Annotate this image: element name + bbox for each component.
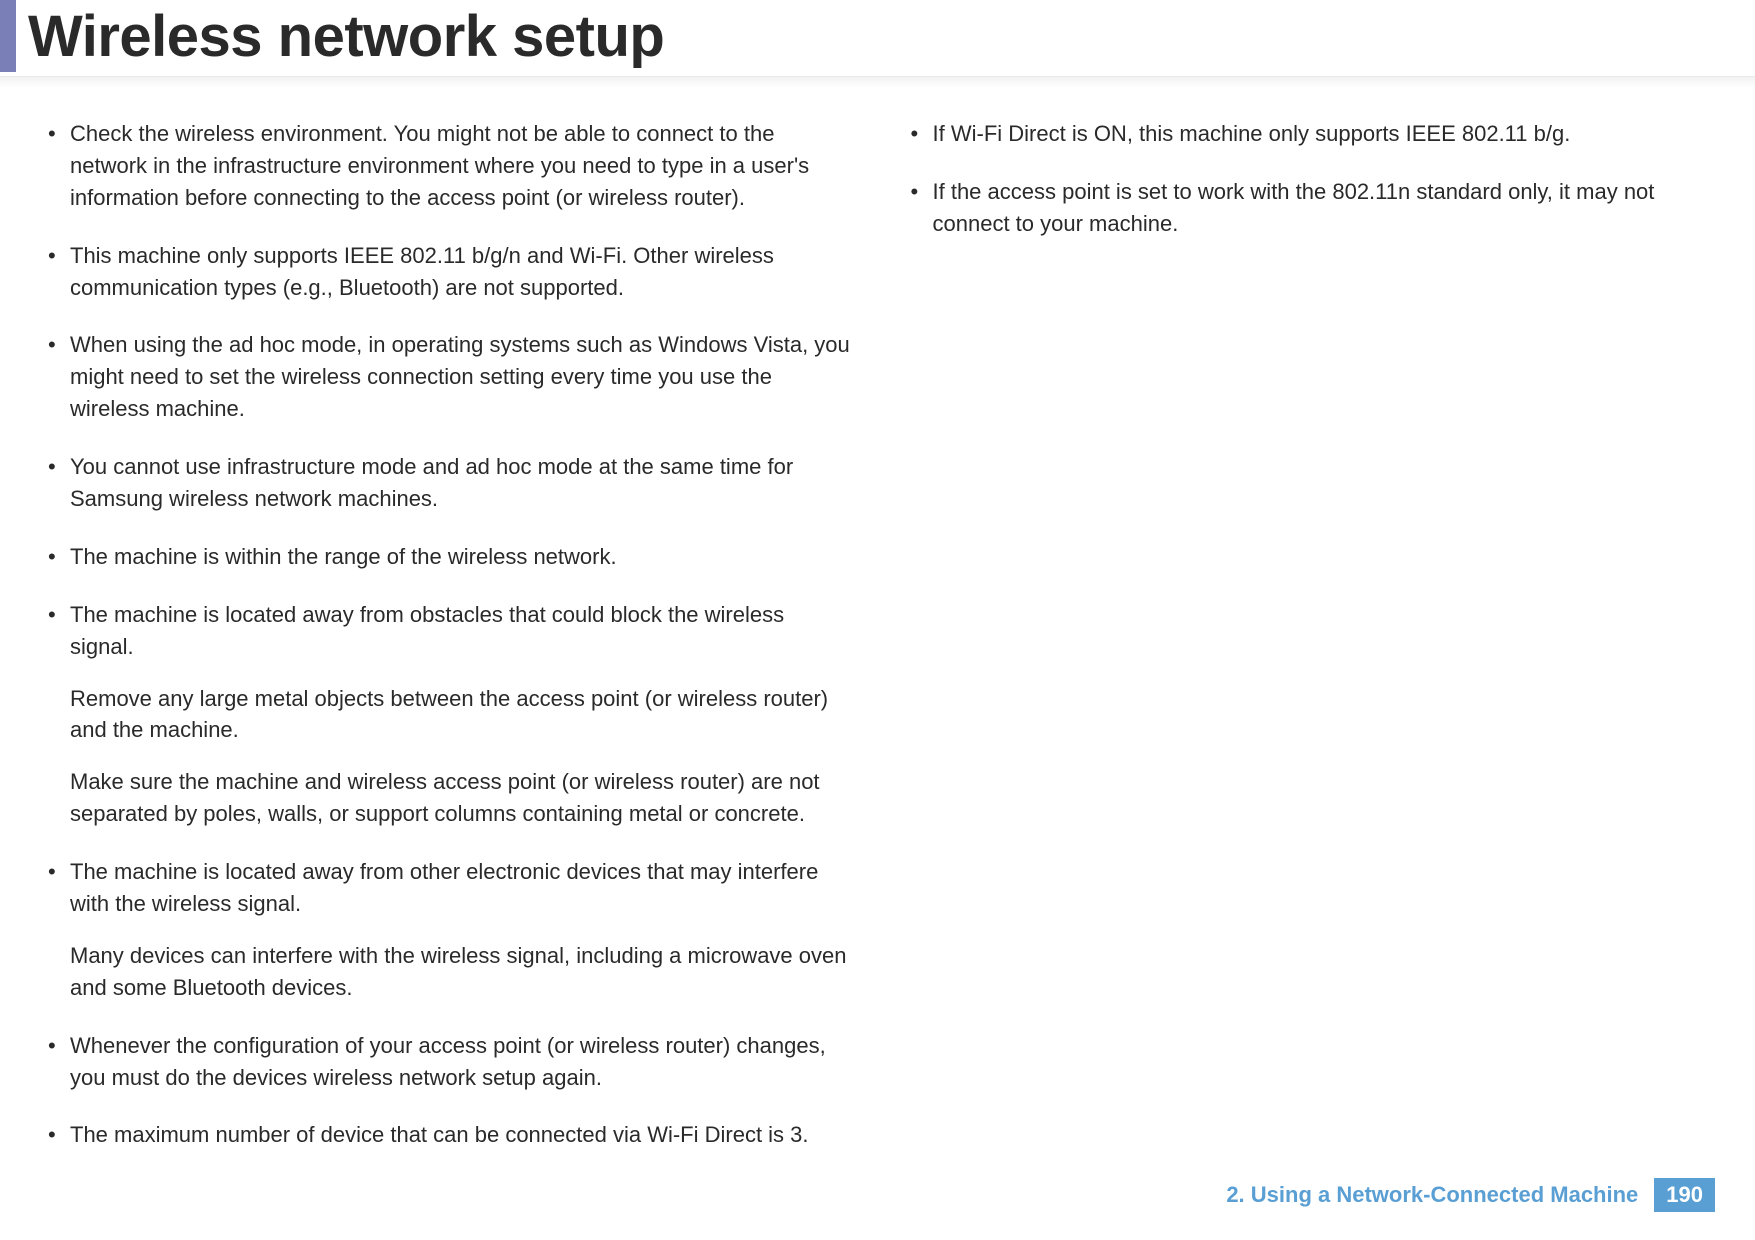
- header-divider: [0, 76, 1755, 88]
- list-item: •If the access point is set to work with…: [903, 176, 1716, 240]
- list-item: •The machine is located away from other …: [40, 856, 853, 1004]
- list-item-text: The machine is located away from other e…: [70, 856, 853, 1004]
- bullet-icon: •: [903, 176, 933, 240]
- accent-block: [0, 0, 16, 72]
- bullet-icon: •: [40, 240, 70, 304]
- list-item-subtext: Many devices can interfere with the wire…: [70, 940, 853, 1004]
- list-item-text: You cannot use infrastructure mode and a…: [70, 451, 853, 515]
- list-item-text: This machine only supports IEEE 802.11 b…: [70, 240, 853, 304]
- list-item-text: Whenever the configuration of your acces…: [70, 1030, 853, 1094]
- list-item: •The maximum number of device that can b…: [40, 1119, 853, 1151]
- list-item: •When using the ad hoc mode, in operatin…: [40, 329, 853, 425]
- list-item-subtext: Make sure the machine and wireless acces…: [70, 766, 853, 830]
- bullet-icon: •: [903, 118, 933, 150]
- list-item: •Whenever the configuration of your acce…: [40, 1030, 853, 1094]
- list-item-text: If the access point is set to work with …: [933, 176, 1716, 240]
- bullet-icon: •: [40, 1030, 70, 1094]
- header-bar: Wireless network setup: [0, 0, 1755, 72]
- bullet-icon: •: [40, 118, 70, 214]
- bullet-icon: •: [40, 451, 70, 515]
- list-item-text: The machine is within the range of the w…: [70, 541, 853, 573]
- list-item: •You cannot use infrastructure mode and …: [40, 451, 853, 515]
- list-item-text: When using the ad hoc mode, in operating…: [70, 329, 853, 425]
- bullet-icon: •: [40, 599, 70, 830]
- bullet-icon: •: [40, 856, 70, 1004]
- list-item: •The machine is located away from obstac…: [40, 599, 853, 830]
- page-header: Wireless network setup: [0, 0, 1755, 88]
- bullet-icon: •: [40, 1119, 70, 1151]
- list-item: •Check the wireless environment. You mig…: [40, 118, 853, 214]
- bullet-icon: •: [40, 541, 70, 573]
- footer-chapter: 2. Using a Network-Connected Machine: [1226, 1182, 1638, 1208]
- page-footer: 2. Using a Network-Connected Machine 190: [1226, 1178, 1715, 1212]
- left-column: •Check the wireless environment. You mig…: [40, 118, 853, 1177]
- page-number-badge: 190: [1654, 1178, 1715, 1212]
- list-item-subtext: Remove any large metal objects between t…: [70, 683, 853, 747]
- right-column: •If Wi-Fi Direct is ON, this machine onl…: [903, 118, 1716, 1177]
- list-item-text: If Wi-Fi Direct is ON, this machine only…: [933, 118, 1716, 150]
- list-item-text: Check the wireless environment. You migh…: [70, 118, 853, 214]
- page-title: Wireless network setup: [28, 3, 664, 70]
- list-item-text: The machine is located away from obstacl…: [70, 599, 853, 830]
- list-item: •This machine only supports IEEE 802.11 …: [40, 240, 853, 304]
- bullet-icon: •: [40, 329, 70, 425]
- list-item: •If Wi-Fi Direct is ON, this machine onl…: [903, 118, 1716, 150]
- content-area: •Check the wireless environment. You mig…: [0, 88, 1755, 1177]
- list-item-text: The maximum number of device that can be…: [70, 1119, 853, 1151]
- list-item: •The machine is within the range of the …: [40, 541, 853, 573]
